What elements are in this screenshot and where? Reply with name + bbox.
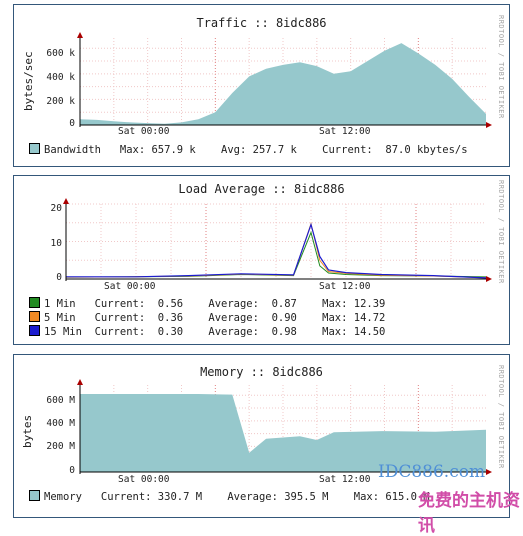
legend-label: Bandwidth bbox=[44, 144, 101, 156]
watermark-cn: 免费的主机资讯 bbox=[418, 491, 520, 536]
rrdtool-credit: RRDTOOL / TOBI OETIKER bbox=[497, 180, 505, 284]
load-title: Load Average :: 8idc886 bbox=[178, 182, 345, 196]
memory-title: Memory :: 8idc886 bbox=[200, 365, 323, 379]
memory-ytick: 200 M bbox=[46, 441, 75, 452]
memory-graph-panel: Memory :: 8idc886 bytes 600 M 400 M 200 … bbox=[13, 354, 510, 518]
legend-values: Max: 657.9 k Avg: 257.7 k Current: 87.0 … bbox=[100, 144, 468, 156]
memory-x-arrow bbox=[486, 469, 492, 475]
legend-values: Current: 0.56 Average: 0.87 Max: 12.39 bbox=[81, 298, 386, 310]
legend-values: Current: 0.36 Average: 0.90 Max: 14.72 bbox=[81, 312, 386, 324]
traffic-x-arrow bbox=[486, 122, 492, 128]
memory-ytick: 0 bbox=[69, 465, 75, 476]
memory-swatch bbox=[29, 490, 40, 501]
traffic-plot bbox=[77, 32, 492, 128]
traffic-ytick: 400 k bbox=[46, 72, 75, 83]
traffic-graph-panel: Traffic :: 8idc886 bytes/sec 600 k 400 k… bbox=[13, 4, 510, 167]
legend-5min: 5 Min Current: 0.36 Average: 0.90 Max: 1… bbox=[29, 311, 385, 324]
load-xtick: Sat 12:00 bbox=[319, 281, 371, 292]
rrdtool-credit: RRDTOOL / TOBI OETIKER bbox=[497, 365, 505, 469]
load-ytick: 10 bbox=[50, 238, 62, 249]
load-15min-line bbox=[66, 222, 487, 279]
traffic-xtick: Sat 00:00 bbox=[118, 126, 170, 137]
load-y-arrow bbox=[63, 198, 69, 204]
traffic-ytick: 200 k bbox=[46, 96, 75, 107]
15min-swatch bbox=[29, 325, 40, 336]
bandwidth-area bbox=[80, 43, 486, 125]
rrdtool-credit: RRDTOOL / TOBI OETIKER bbox=[497, 15, 505, 119]
1min-swatch bbox=[29, 297, 40, 308]
memory-y-arrow bbox=[77, 379, 83, 385]
load-x-arrow bbox=[486, 276, 492, 282]
legend-bandwidth: Bandwidth Max: 657.9 k Avg: 257.7 k Curr… bbox=[29, 143, 468, 156]
memory-ytick: 400 M bbox=[46, 418, 75, 429]
bandwidth-swatch bbox=[29, 143, 40, 154]
memory-ytick: 600 M bbox=[46, 395, 75, 406]
legend-1min: 1 Min Current: 0.56 Average: 0.87 Max: 1… bbox=[29, 297, 385, 310]
load-ytick: 0 bbox=[56, 272, 62, 283]
legend-15min: 15 Min Current: 0.30 Average: 0.98 Max: … bbox=[29, 325, 385, 338]
5min-swatch bbox=[29, 311, 40, 322]
memory-xtick: Sat 00:00 bbox=[118, 474, 170, 485]
legend-values: Current: 0.30 Average: 0.98 Max: 14.50 bbox=[81, 326, 386, 338]
traffic-ytick: 600 k bbox=[46, 48, 75, 59]
legend-label: 1 Min bbox=[44, 298, 82, 310]
traffic-xtick: Sat 12:00 bbox=[319, 126, 371, 137]
legend-label: Memory bbox=[44, 491, 82, 503]
traffic-y-arrow bbox=[77, 32, 83, 38]
memory-plot bbox=[77, 379, 492, 475]
load-graph-panel: Load Average :: 8idc886 20 10 0 Sat 00:0… bbox=[13, 175, 510, 345]
load-xtick: Sat 00:00 bbox=[104, 281, 156, 292]
legend-label: 5 Min bbox=[44, 312, 82, 324]
traffic-title: Traffic :: 8idc886 bbox=[196, 16, 327, 30]
memory-area bbox=[80, 394, 486, 472]
traffic-ytick: 0 bbox=[69, 118, 75, 129]
legend-memory: Memory Current: 330.7 M Average: 395.5 M… bbox=[29, 490, 430, 503]
load-plot bbox=[63, 198, 492, 282]
memory-xtick: Sat 12:00 bbox=[319, 474, 371, 485]
load-ytick: 20 bbox=[50, 203, 62, 214]
legend-label: 15 Min bbox=[44, 326, 82, 338]
legend-values: Current: 330.7 M Average: 395.5 M Max: 6… bbox=[81, 491, 430, 503]
watermark-url: IDC886.com bbox=[378, 462, 486, 482]
